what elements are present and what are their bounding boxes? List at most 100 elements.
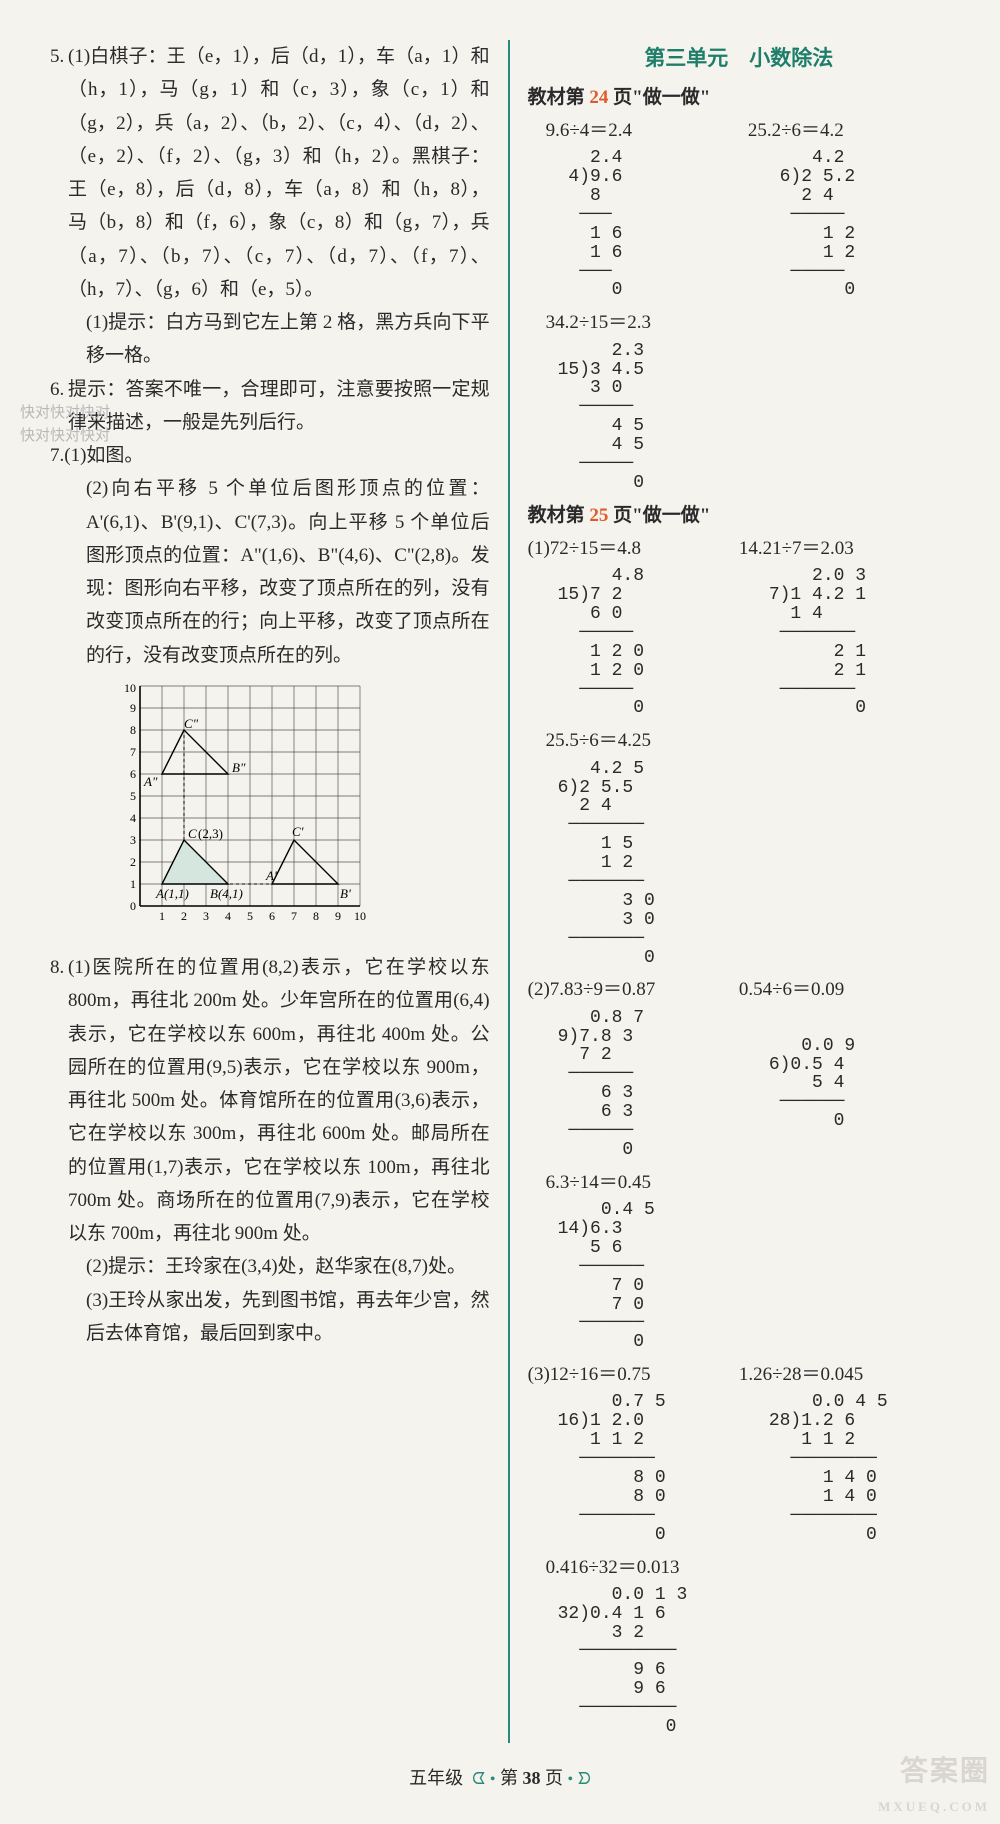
question-body: (1)白棋子：王（e，1），后（d，1），车（a，1）和（h，1），马（g，1）…	[68, 40, 490, 306]
long-division: 4.2 5 6)2 5.5 2 4 ─────── 1 5 1 2 ──────…	[558, 760, 950, 968]
question-6: 6. 提示：答案不唯一，合理即可，注意要按照一定规律来描述，一般是先列后行。	[50, 373, 490, 440]
equation: 1.26÷28＝0.045	[739, 1358, 950, 1391]
svg-text:B': B'	[340, 886, 351, 901]
svg-text:A(1,1): A(1,1)	[155, 886, 189, 901]
group-label: (2)	[528, 979, 550, 1000]
svg-text:5: 5	[247, 909, 253, 923]
equation-row: 9.6÷4＝2.4 25.2÷6＝4.2	[528, 114, 950, 147]
long-division: 0.0 4 5 28)1.2 6 1 1 2 ──────── 1 4 0 1 …	[769, 1393, 950, 1544]
equation-text: 7.83÷9＝0.87	[550, 979, 655, 1000]
page-ref: 24	[589, 87, 608, 108]
svg-text:10: 10	[354, 909, 366, 923]
pacman-icon: ᗧ	[472, 1771, 485, 1788]
svg-text:(2,3): (2,3)	[198, 826, 223, 841]
long-division: 4.8 15)7 2 6 0 ───── 1 2 0 1 2 0 ───── 0	[558, 567, 739, 718]
svg-text:B": B"	[232, 760, 246, 775]
page-number: 38	[523, 1768, 541, 1788]
svg-text:1: 1	[159, 909, 165, 923]
unit-title: 第三单元 小数除法	[528, 40, 950, 77]
svg-text:1: 1	[130, 877, 136, 891]
page-label: 第	[500, 1768, 523, 1788]
question-8: 8. (1)医院所在的位置用(8,2)表示，它在学校以东 800m，再往北 20…	[50, 951, 490, 1250]
svg-text:6: 6	[130, 767, 136, 781]
question-number: 6.	[50, 373, 68, 440]
longdiv-row: 0.8 7 9)7.8 3 7 2 ────── 6 3 6 3 ────── …	[528, 1007, 950, 1166]
hdr-text: 页"做一做"	[608, 87, 710, 108]
svg-text:0: 0	[130, 899, 136, 913]
equation: 34.2÷15＝2.3	[528, 306, 950, 339]
longdiv-row: 2.4 4)9.6 8 ─── 1 6 1 6 ─── 0 4.2 6)2 5.…	[528, 147, 950, 306]
hdr-text: 教材第	[528, 505, 590, 526]
section-header-25: 教材第 25 页"做一做"	[528, 499, 950, 532]
svg-text:A": A"	[143, 774, 158, 789]
right-column: 第三单元 小数除法 教材第 24 页"做一做" 9.6÷4＝2.4 25.2÷6…	[528, 40, 950, 1743]
svg-text:C: C	[188, 826, 197, 841]
equation-row: (1)72÷15＝4.8 14.21÷7＝2.03	[528, 532, 950, 565]
long-division: 2.0 3 7)1 4.2 1 1 4 ─────── 2 1 2 1 ────…	[769, 567, 950, 718]
svg-text:8: 8	[130, 723, 136, 737]
question-7-2: (2)向右平移 5 个单位后图形顶点的位置：A'(6,1)、B'(9,1)、C'…	[50, 472, 490, 672]
equation-row: (3)12÷16＝0.75 1.26÷28＝0.045	[528, 1358, 950, 1391]
page-footer: 五年级 ᗧ • 第 38 页 • ᗤ	[50, 1763, 950, 1795]
question-number: 5.	[50, 40, 68, 306]
svg-text:7: 7	[291, 909, 297, 923]
equation-text: 12÷16＝0.75	[550, 1364, 651, 1385]
coordinate-grid-figure: A(1,1) B(4,1) C(2,3) A' B' C' A" B" C" 0…	[114, 676, 490, 947]
equation: 6.3÷14＝0.45	[528, 1166, 950, 1199]
section-header-24: 教材第 24 页"做一做"	[528, 81, 950, 114]
page-ref: 25	[589, 505, 608, 526]
equation: 0.416÷32＝0.013	[528, 1551, 950, 1584]
svg-text:C': C'	[292, 824, 304, 839]
corner-main: 答案圈	[900, 1756, 990, 1787]
equation: 25.2÷6＝4.2	[748, 114, 950, 147]
svg-text:3: 3	[203, 909, 209, 923]
page-label: 页	[541, 1768, 564, 1788]
svg-text:2: 2	[130, 855, 136, 869]
question-5-hint: (1)提示：白方马到它左上第 2 格，黑方兵向下平移一格。	[50, 306, 490, 373]
equation: 25.5÷6＝4.25	[528, 724, 950, 757]
equation: 14.21÷7＝2.03	[739, 532, 950, 565]
equation: (1)72÷15＝4.8	[528, 532, 739, 565]
equation: (2)7.83÷9＝0.87	[528, 973, 739, 1006]
corner-sub: MXUEQ.COM	[878, 1796, 990, 1819]
long-division: 0.0 1 3 32)0.4 1 6 3 2 ───────── 9 6 9 6…	[558, 1586, 950, 1737]
long-division: 0.7 5 16)1 2.0 1 1 2 ─────── 8 0 8 0 ───…	[558, 1393, 739, 1544]
two-column-layout: 5. (1)白棋子：王（e，1），后（d，1），车（a，1）和（h，1），马（g…	[50, 40, 950, 1743]
column-divider	[508, 40, 510, 1743]
svg-text:6: 6	[269, 909, 275, 923]
svg-text:4: 4	[130, 811, 136, 825]
question-8-3: (3)王玲从家出发，先到图书馆，再去年少宫，然后去体育馆，最后回到家中。	[50, 1284, 490, 1351]
question-7-1: 7.(1)如图。	[50, 439, 490, 472]
question-number: 8.	[50, 951, 68, 1250]
long-division: 2.4 4)9.6 8 ─── 1 6 1 6 ─── 0	[558, 149, 739, 300]
question-5: 5. (1)白棋子：王（e，1），后（d，1），车（a，1）和（h，1），马（g…	[50, 40, 490, 306]
svg-text:3: 3	[130, 833, 136, 847]
dot-icon: •	[568, 1771, 574, 1788]
long-division: 2.3 15)3 4.5 3 0 ───── 4 5 4 5 ───── 0	[558, 342, 950, 493]
svg-text:7: 7	[130, 745, 136, 759]
pacman-icon: ᗤ	[578, 1771, 591, 1788]
svg-text:5: 5	[130, 789, 136, 803]
hdr-text: 页"做一做"	[608, 505, 710, 526]
group-label: (3)	[528, 1364, 550, 1385]
longdiv-row: 0.7 5 16)1 2.0 1 1 2 ─────── 8 0 8 0 ───…	[528, 1391, 950, 1550]
svg-text:C": C"	[184, 716, 199, 731]
svg-text:A': A'	[265, 868, 277, 883]
dot-icon: •	[490, 1771, 496, 1788]
group-label: (1)	[528, 538, 550, 559]
long-division: 4.2 6)2 5.2 2 4 ───── 1 2 1 2 ───── 0	[769, 149, 950, 300]
grade-label: 五年级	[409, 1768, 463, 1788]
svg-text:4: 4	[225, 909, 231, 923]
equation: 0.54÷6＝0.09	[739, 973, 950, 1006]
question-body: 提示：答案不唯一，合理即可，注意要按照一定规律来描述，一般是先列后行。	[68, 373, 490, 440]
grid-svg: A(1,1) B(4,1) C(2,3) A' B' C' A" B" C" 0…	[114, 676, 374, 936]
svg-text:9: 9	[335, 909, 341, 923]
svg-text:2: 2	[181, 909, 187, 923]
equation: (3)12÷16＝0.75	[528, 1358, 739, 1391]
svg-text:9: 9	[130, 701, 136, 715]
question-body: (1)医院所在的位置用(8,2)表示，它在学校以东 800m，再往北 200m …	[68, 951, 490, 1250]
left-column: 5. (1)白棋子：王（e，1），后（d，1），车（a，1）和（h，1），马（g…	[50, 40, 490, 1743]
longdiv-row: 4.8 15)7 2 6 0 ───── 1 2 0 1 2 0 ───── 0…	[528, 565, 950, 724]
svg-text:B(4,1): B(4,1)	[210, 886, 243, 901]
hdr-text: 教材第	[528, 87, 590, 108]
